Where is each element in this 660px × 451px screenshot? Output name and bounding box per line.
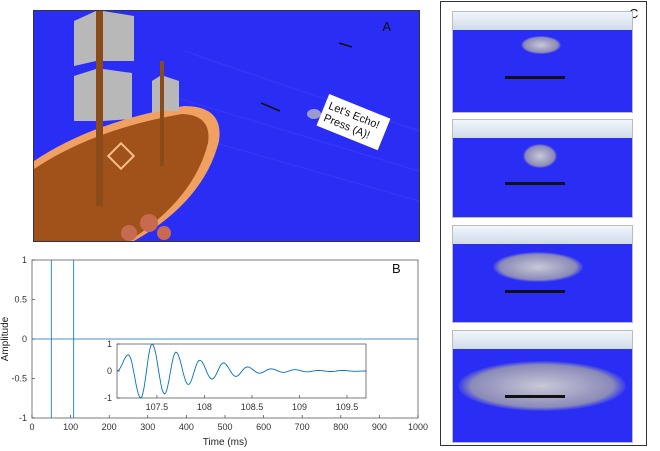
y-tick-label: 0 xyxy=(22,334,27,344)
x-tick-label: 300 xyxy=(140,422,155,432)
y-tick-label: 0.5 xyxy=(14,295,27,305)
view-1 xyxy=(452,11,633,113)
x-tick-label: 700 xyxy=(295,422,310,432)
y-tick-label: 0 xyxy=(107,366,112,376)
x-tick-label: 100 xyxy=(63,422,78,432)
school-views-panel: C xyxy=(440,1,647,446)
y-tick-label: -1 xyxy=(19,413,27,423)
inset-waveform xyxy=(116,343,366,399)
echo-chart: 0 100 200 300 400 500 600 700 800 900 1000 -1 -0.5 0 0… xyxy=(0,255,428,448)
y-axis-label: Amplitude xyxy=(0,316,11,361)
game-scene: Let's Echo! Press (A)! xyxy=(34,11,419,241)
x-tick-label: 109 xyxy=(292,402,307,412)
x-tick-label: 400 xyxy=(179,422,194,432)
x-tick-label: 600 xyxy=(256,422,271,432)
x-tick-label: 109.5 xyxy=(336,402,359,412)
y-tick-label: 1 xyxy=(107,339,112,349)
x-tick-label: 1000 xyxy=(408,422,428,432)
ship-deck xyxy=(34,114,209,241)
game-screenshot-panel: Let's Echo! Press (A)! A xyxy=(33,10,420,242)
panel-label-a: A xyxy=(382,19,391,34)
fish-marker xyxy=(338,42,353,48)
sails xyxy=(74,11,179,121)
y-tick-label: -1 xyxy=(104,393,112,403)
x-tick-label: 900 xyxy=(372,422,387,432)
view-3 xyxy=(452,225,633,323)
x-tick-label: 500 xyxy=(217,422,232,432)
x-tick-label: 108.5 xyxy=(241,402,264,412)
x-tick-label: 800 xyxy=(333,422,348,432)
x-tick-label: 108 xyxy=(197,402,212,412)
fish-marker xyxy=(260,102,281,112)
dolphin-icon xyxy=(307,109,321,119)
x-axis-label: Time (ms) xyxy=(203,437,248,448)
panel-label-c: C xyxy=(629,6,639,21)
mast-icon xyxy=(96,11,103,206)
speech-bubble: Let's Echo! Press (A)! xyxy=(316,94,391,151)
x-tick-label: 107.5 xyxy=(146,402,169,412)
x-tick-label: 0 xyxy=(29,422,34,432)
panel-label-b: B xyxy=(392,261,401,276)
x-tick-label: 200 xyxy=(102,422,117,432)
view-2 xyxy=(452,119,633,218)
y-tick-label: -0.5 xyxy=(11,374,27,384)
view-4 xyxy=(452,330,633,443)
y-tick-label: 1 xyxy=(22,255,27,265)
